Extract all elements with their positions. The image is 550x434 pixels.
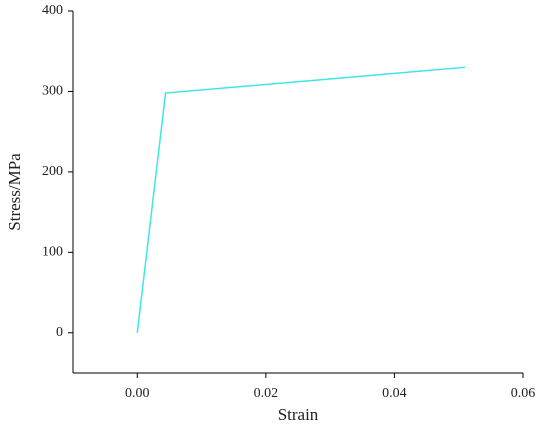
y-axis-title: Stress/MPa: [5, 153, 24, 231]
y-tick-label: 100: [42, 245, 63, 260]
y-tick-label: 200: [42, 164, 63, 179]
y-tick-label: 400: [42, 3, 63, 18]
y-tick-label: 0: [56, 325, 63, 340]
x-axis-title: Strain: [278, 405, 319, 424]
data-line: [136, 66, 466, 333]
x-tick-label: 0.00: [125, 386, 150, 401]
x-tick-label: 0.02: [254, 386, 279, 401]
x-tick-label: 0.04: [382, 386, 407, 401]
x-tick-label: 0.06: [511, 386, 536, 401]
y-tick-label: 300: [42, 84, 63, 99]
